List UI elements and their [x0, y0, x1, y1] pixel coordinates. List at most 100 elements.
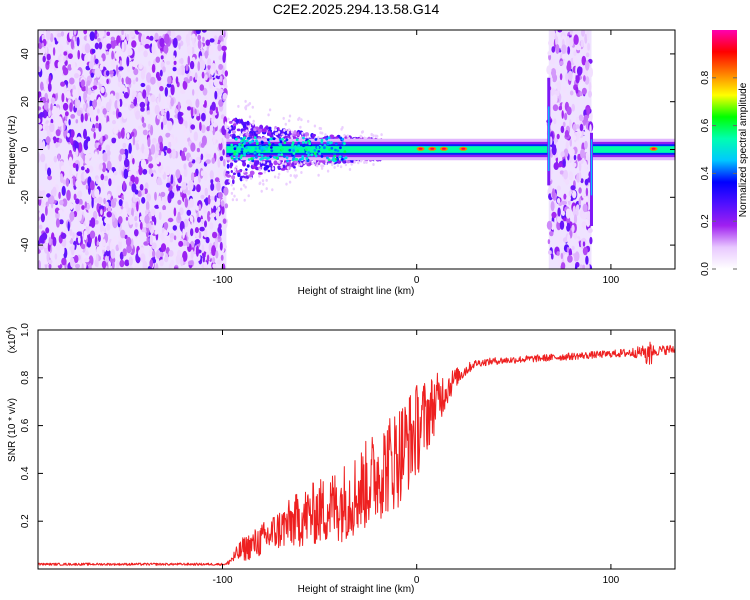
- heatmap-cell: [302, 144, 305, 148]
- heatmap-cell: [60, 165, 66, 172]
- heatmap-cell: [343, 142, 346, 145]
- heatmap-cell: [123, 102, 128, 108]
- heatmap-cell: [61, 246, 65, 255]
- heatmap-cell: [226, 125, 229, 129]
- heatmap-cell: [194, 72, 198, 81]
- heatmap-cell: [161, 169, 165, 175]
- heatmap-cell: [215, 209, 220, 220]
- heatmap-cell: [62, 179, 67, 185]
- spectrogram-x-tick-label: -100: [212, 275, 232, 286]
- heatmap-cell: [286, 166, 290, 170]
- heatmap-cell: [214, 177, 220, 183]
- heatmap-cell: [205, 39, 211, 46]
- heatmap-cell: [190, 142, 196, 152]
- heatmap-cell: [271, 132, 274, 135]
- heatmap-cell: [202, 186, 205, 197]
- heatmap-cell: [267, 169, 271, 173]
- heatmap-cell: [297, 141, 301, 145]
- heatmap-cell: [214, 195, 217, 203]
- heatmap-cell: [372, 163, 375, 166]
- heatmap-cell: [67, 221, 70, 232]
- heatmap-cell: [222, 218, 227, 224]
- heatmap-cell: [194, 139, 199, 147]
- heatmap-cell: [575, 72, 580, 84]
- heatmap-cell: [245, 132, 250, 136]
- heatmap-cell: [83, 103, 86, 111]
- heatmap-cell: [204, 197, 209, 206]
- heatmap-cell: [553, 118, 557, 125]
- heatmap-cell: [164, 33, 170, 45]
- heatmap-cell: [172, 37, 178, 48]
- heatmap-cell: [159, 85, 164, 92]
- heatmap-cell: [567, 255, 573, 263]
- heatmap-cell: [46, 193, 51, 198]
- heatmap-cell: [280, 165, 283, 169]
- heatmap-cell: [561, 44, 567, 54]
- heatmap-cell: [109, 113, 115, 120]
- heatmap-cell: [114, 52, 119, 60]
- heatmap-cell: [216, 181, 221, 192]
- heatmap-cell: [211, 212, 216, 218]
- heatmap-cell: [160, 191, 166, 198]
- heatmap-cell: [38, 118, 41, 124]
- snr-x-label: Height of straight line (km): [298, 584, 415, 595]
- heatmap-cell: [183, 163, 187, 170]
- heatmap-cell: [97, 131, 103, 138]
- snr-multiplier: (x104): [6, 327, 18, 354]
- heatmap-cell: [210, 78, 214, 89]
- heatmap-cell: [64, 209, 69, 217]
- heatmap-cell: [209, 109, 213, 115]
- heatmap-cell: [81, 85, 87, 92]
- heatmap-cell: [116, 259, 120, 269]
- heatmap-cell: [584, 178, 589, 186]
- heatmap-cell: [572, 123, 577, 132]
- heatmap-cell: [212, 122, 218, 128]
- heatmap-cell: [246, 120, 250, 126]
- heatmap-cell: [231, 130, 236, 134]
- heatmap-cell: [167, 120, 173, 131]
- heatmap-cell: [273, 160, 278, 166]
- heatmap-cell: [204, 50, 209, 59]
- heatmap-cell: [584, 76, 590, 85]
- heatmap-cell: [126, 132, 130, 140]
- heatmap-cell: [559, 236, 563, 244]
- heatmap-cell: [199, 226, 205, 232]
- heatmap-cell: [160, 108, 165, 116]
- heatmap-cell: [123, 92, 129, 99]
- heatmap-cell: [566, 162, 572, 170]
- heatmap-cell: [222, 149, 225, 156]
- heatmap-cell: [38, 224, 43, 230]
- heatmap-cell: [125, 236, 132, 247]
- spectrogram-y-tick-label: 0: [20, 146, 31, 152]
- heatmap-cell: [142, 89, 147, 99]
- heatmap-cell: [180, 57, 184, 65]
- heatmap-cell: [189, 156, 193, 162]
- heatmap-cell: [209, 73, 212, 80]
- heatmap-cell: [45, 136, 51, 144]
- heatmap-cell: [46, 251, 50, 263]
- heatmap-cell: [111, 238, 117, 245]
- heatmap-cell: [237, 104, 240, 108]
- heatmap-cell: [83, 139, 89, 151]
- heatmap-cell: [243, 169, 246, 173]
- heatmap-cell: [275, 156, 279, 160]
- heatmap-cell: [251, 140, 255, 143]
- heatmap-cell: [141, 116, 145, 124]
- heatmap-cell: [258, 172, 263, 175]
- heatmap-cell: [197, 216, 201, 223]
- heatmap-cell: [374, 134, 378, 138]
- heatmap-cell: [264, 156, 267, 160]
- heatmap-cell: [130, 238, 134, 250]
- heatmap-cell: [77, 141, 83, 153]
- heatmap-cell: [566, 95, 571, 101]
- heatmap-cell: [268, 126, 272, 130]
- heatmap-cell: [224, 70, 228, 77]
- snr-series-line: [38, 341, 675, 566]
- heatmap-cell: [38, 42, 43, 50]
- heatmap-cell: [233, 152, 236, 156]
- heatmap-cell: [207, 210, 211, 222]
- heatmap-cell: [73, 30, 77, 36]
- heatmap-cell: [307, 151, 311, 155]
- heatmap-cell: [94, 228, 101, 235]
- heatmap-cell: [279, 140, 283, 144]
